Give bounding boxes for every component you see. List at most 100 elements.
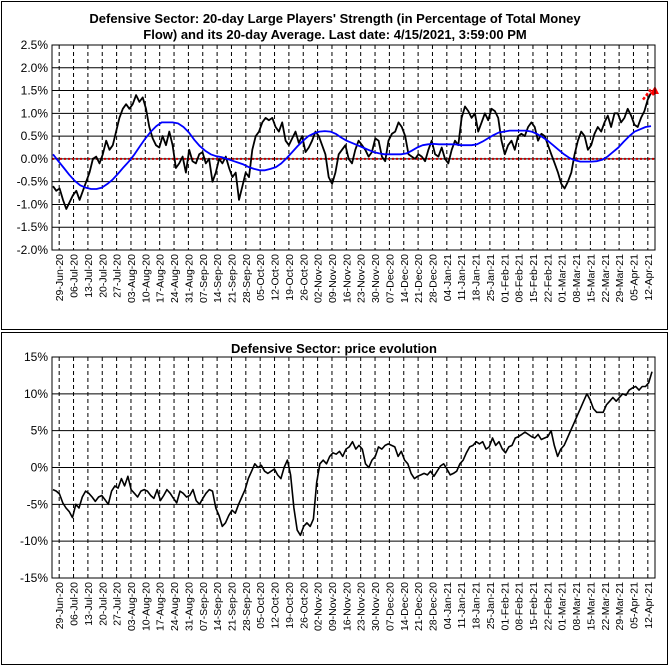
x-tick-label: 01-Feb-21 (499, 582, 511, 631)
x-tick-label: 19-Oct-20 (284, 582, 296, 629)
x-tick-label: 29-Mar-21 (614, 582, 626, 631)
x-tick-label: 29-Mar-21 (614, 254, 626, 303)
x-tick-label: 29-Jun-20 (54, 254, 66, 301)
x-tick-label: 29-Jun-20 (54, 582, 66, 629)
x-tick-label: 18-Jan-21 (471, 582, 483, 629)
x-tick-label: 28-Sep-20 (241, 582, 253, 631)
x-tick-label: 12-Oct-20 (270, 582, 282, 629)
x-tick-label: 23-Nov-20 (356, 582, 368, 631)
x-tick-label: 12-Oct-20 (270, 254, 282, 301)
x-tick-label: 23-Nov-20 (356, 254, 368, 303)
x-tick-label: 21-Sep-20 (226, 254, 238, 303)
x-tick-label: 16-Nov-20 (341, 254, 353, 303)
x-tick-label: 26-Oct-20 (298, 254, 310, 301)
x-tick-label: 22-Mar-21 (600, 582, 612, 631)
x-tick-label: 04-Jan-21 (442, 582, 454, 629)
x-tick-label: 14-Sep-20 (212, 254, 224, 303)
x-tick-label: 06-Jul-20 (69, 254, 81, 298)
x-tick-label: 22-Feb-21 (542, 582, 554, 631)
x-tick-label: 12-Apr-21 (643, 254, 655, 301)
x-tick-label: 05-Oct-20 (255, 254, 267, 301)
x-tick-label: 24-Aug-20 (169, 582, 181, 631)
y-tick-label: -10% (20, 534, 48, 548)
y-tick-label: 15% (24, 350, 48, 364)
x-tick-label: 27-Jul-20 (112, 254, 124, 298)
x-tick-label: 09-Nov-20 (327, 582, 339, 631)
x-tick-label: 11-Jan-21 (456, 254, 468, 301)
x-tick-label: 07-Dec-20 (384, 254, 396, 303)
x-tick-label: 17-Aug-20 (155, 582, 167, 631)
strength-series-line (52, 92, 652, 210)
x-tick-label: 27-Jul-20 (112, 582, 124, 626)
y-tick-label: 0.0% (21, 152, 49, 166)
x-tick-label: 05-Apr-21 (628, 582, 640, 629)
x-tick-label: 21-Dec-20 (413, 254, 425, 303)
x-tick-label: 31-Aug-20 (183, 254, 195, 303)
x-tick-label: 21-Dec-20 (413, 582, 425, 631)
average-series-line (52, 121, 652, 190)
top-chart-title-line-1: Defensive Sector: 20-day Large Players' … (89, 11, 581, 26)
x-tick-label: 28-Dec-20 (427, 582, 439, 631)
y-tick-label: 0% (31, 461, 49, 475)
x-tick-label: 15-Mar-21 (585, 582, 597, 631)
x-tick-label: 15-Feb-21 (528, 582, 540, 631)
x-tick-label: 09-Nov-20 (327, 254, 339, 303)
top-chart-series (52, 86, 659, 210)
x-tick-label: 22-Feb-21 (542, 254, 554, 303)
y-tick-label: 0.5% (21, 129, 49, 143)
x-tick-label: 13-Jul-20 (83, 582, 95, 626)
y-tick-label: 1.0% (21, 106, 49, 120)
x-tick-label: 20-Jul-20 (97, 582, 109, 626)
y-tick-label: -1.5% (17, 220, 49, 234)
x-tick-label: 30-Nov-20 (370, 254, 382, 303)
x-tick-label: 15-Feb-21 (528, 254, 540, 303)
y-tick-label: -5% (27, 497, 49, 511)
y-tick-label: -1.0% (17, 197, 49, 211)
x-tick-label: 10-Aug-20 (140, 254, 152, 303)
x-tick-label: 11-Jan-21 (456, 582, 468, 629)
bottom-chart-y-ticks: 15% 10% 5% 0% -5% -10% -15% (20, 350, 48, 585)
y-tick-label: 2.5% (21, 38, 49, 52)
x-tick-label: 25-Jan-21 (485, 582, 497, 629)
y-tick-label: -2.0% (17, 243, 49, 257)
x-tick-label: 07-Sep-20 (198, 582, 210, 631)
x-tick-label: 06-Jul-20 (69, 582, 81, 626)
x-tick-label: 14-Dec-20 (399, 582, 411, 631)
x-tick-label: 08-Feb-21 (514, 582, 526, 631)
top-panel-frame (1, 1, 668, 330)
x-tick-label: 25-Jan-21 (485, 254, 497, 301)
bottom-chart-title: Defensive Sector: price evolution (231, 341, 437, 356)
y-tick-label: -0.5% (17, 175, 49, 189)
top-chart-x-ticks: 29-Jun-20 06-Jul-20 13-Jul-20 20-Jul-20 27-J… (54, 254, 655, 303)
x-tick-label: 02-Nov-20 (313, 254, 325, 303)
x-tick-label: 26-Oct-20 (298, 582, 310, 629)
x-tick-label: 05-Oct-20 (255, 582, 267, 629)
x-tick-label: 16-Nov-20 (341, 582, 353, 631)
x-tick-label: 22-Mar-21 (600, 254, 612, 303)
x-tick-label: 28-Dec-20 (427, 254, 439, 303)
x-tick-label: 08-Mar-21 (571, 582, 583, 631)
bottom-plot-area-border (51, 356, 656, 579)
x-tick-label: 28-Sep-20 (241, 254, 253, 303)
top-plot-area-border (51, 44, 656, 251)
y-tick-label: 10% (24, 387, 48, 401)
x-tick-label: 20-Jul-20 (97, 254, 109, 298)
x-tick-label: 19-Oct-20 (284, 254, 296, 301)
top-chart-y-ticks: 2.5% 2.0% 1.5% 1.0% 0.5% 0.0% -0.5% -1.0% -1.5% -… (17, 38, 49, 257)
x-tick-label: 01-Feb-21 (499, 254, 511, 303)
x-tick-label: 03-Aug-20 (126, 582, 138, 631)
x-tick-label: 14-Dec-20 (399, 254, 411, 303)
bottom-panel-frame (1, 332, 668, 665)
x-tick-label: 01-Mar-21 (557, 254, 569, 303)
y-tick-label: 2.0% (21, 61, 49, 75)
top-chart-title-line-2: Flow) and its 20-day Average. Last date:… (143, 27, 526, 42)
y-tick-label: -15% (20, 571, 48, 585)
x-tick-label: 01-Mar-21 (557, 582, 569, 631)
x-tick-label: 04-Jan-21 (442, 254, 454, 301)
x-tick-label: 03-Aug-20 (126, 254, 138, 303)
x-tick-label: 07-Dec-20 (384, 582, 396, 631)
x-tick-label: 21-Sep-20 (226, 582, 238, 631)
x-tick-label: 08-Feb-21 (514, 254, 526, 303)
